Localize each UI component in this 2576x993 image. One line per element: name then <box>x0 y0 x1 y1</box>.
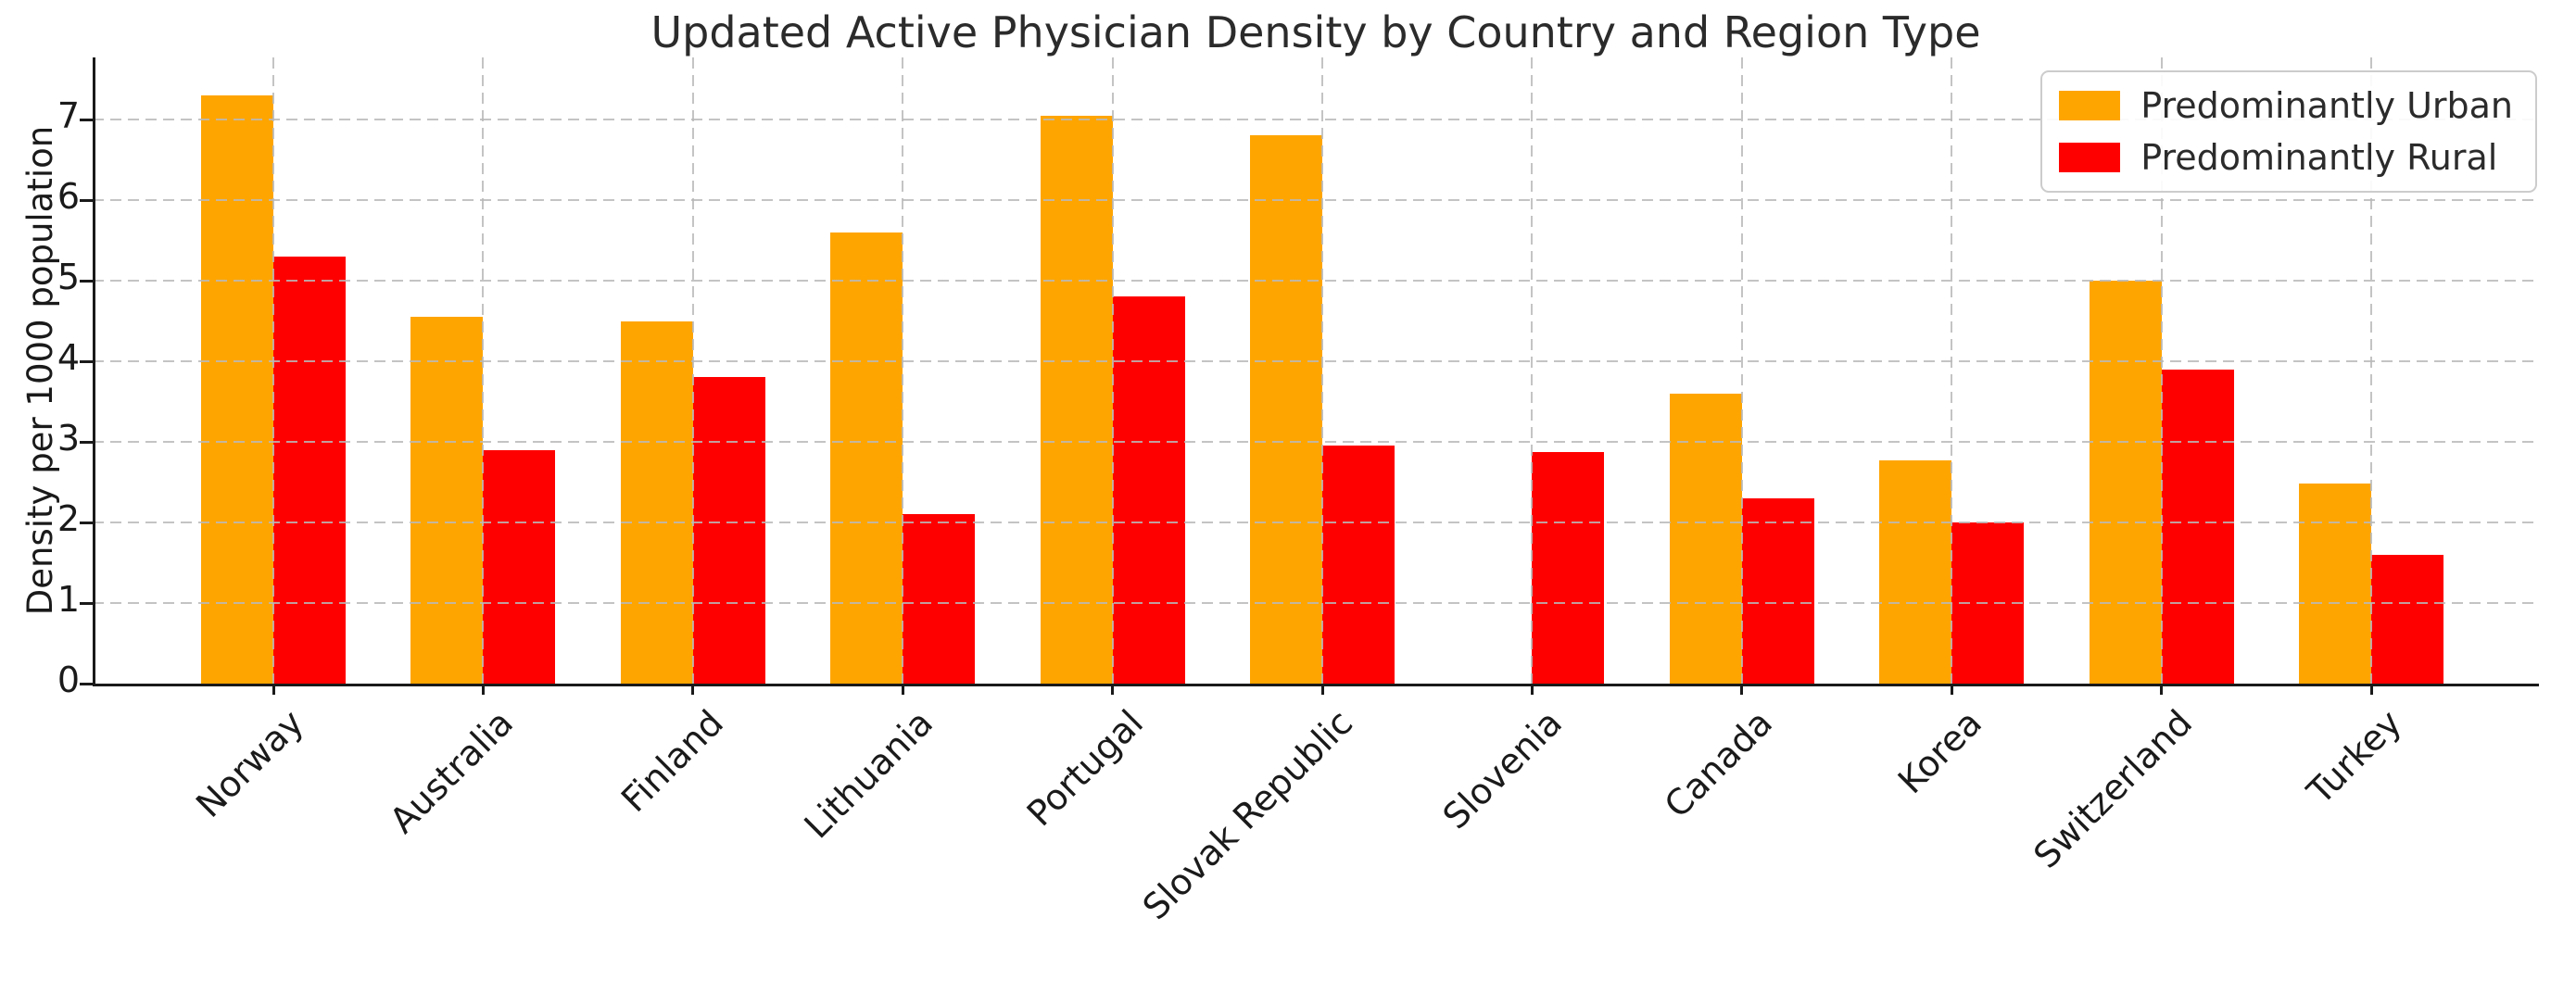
physician-density-bar-chart: Updated Active Physician Density by Coun… <box>20 7 2539 928</box>
y-tick-label-2: 2 <box>57 498 80 539</box>
y-tick-label-4: 4 <box>57 337 80 378</box>
y-tick-5 <box>80 279 93 283</box>
h-gridline-6 <box>93 199 2539 201</box>
h-gridline-7 <box>93 119 2539 120</box>
v-gridline-portugal <box>1111 57 1114 684</box>
x-tick-slovak-republic <box>1320 684 1324 695</box>
y-tick-label-0: 0 <box>57 660 80 700</box>
x-tick-switzerland <box>2160 684 2164 695</box>
h-gridline-3 <box>93 441 2539 443</box>
y-tick-6 <box>80 198 93 202</box>
x-tick-turkey <box>2369 684 2373 695</box>
x-axis-spine <box>93 684 2539 686</box>
legend-item-rural: Predominantly Rural <box>2059 137 2513 178</box>
y-tick-label-3: 3 <box>57 418 80 459</box>
h-gridline-4 <box>93 360 2539 362</box>
bar-switzerland-rural <box>2161 369 2234 684</box>
h-gridline-1 <box>93 602 2539 604</box>
bar-slovenia-rural <box>1532 452 1605 684</box>
bar-turkey-rural <box>2371 554 2443 684</box>
v-gridline-norway <box>272 57 274 684</box>
bar-canada-urban <box>1669 393 1742 684</box>
bar-switzerland-urban <box>2089 281 2162 684</box>
v-gridline-lithuania <box>902 57 904 684</box>
x-tick-norway <box>271 684 275 695</box>
y-tick-label-1: 1 <box>57 579 80 620</box>
y-tick-7 <box>80 118 93 121</box>
y-tick-label-5: 5 <box>57 257 80 297</box>
bar-slovak-republic-rural <box>1322 446 1395 684</box>
bar-portugal-rural <box>1112 296 1185 684</box>
y-tick-2 <box>80 521 93 524</box>
v-gridline-finland <box>691 57 694 684</box>
bar-australia-urban <box>410 317 484 684</box>
h-gridline-2 <box>93 522 2539 523</box>
bar-norway-rural <box>273 256 346 684</box>
y-tick-1 <box>80 601 93 605</box>
v-gridline-turkey <box>2370 57 2372 684</box>
rural-swatch-icon <box>2059 143 2121 172</box>
y-tick-label-7: 7 <box>57 95 80 136</box>
legend: Predominantly Urban Predominantly Rural <box>2040 70 2537 193</box>
chart-title: Updated Active Physician Density by Coun… <box>650 7 1981 57</box>
y-tick-0 <box>80 682 93 685</box>
bar-finland-rural <box>692 377 765 684</box>
bar-finland-urban <box>620 321 693 684</box>
x-tick-finland <box>691 684 695 695</box>
x-tick-slovenia <box>1530 684 1534 695</box>
legend-label-rural: Predominantly Rural <box>2140 137 2498 178</box>
bar-canada-rural <box>1741 497 1814 684</box>
h-gridline-5 <box>93 280 2539 282</box>
bar-slovak-republic-urban <box>1250 135 1322 684</box>
y-axis-spine <box>93 57 95 686</box>
v-gridline-slovak-republic <box>1321 57 1323 684</box>
bar-korea-urban <box>1879 460 1952 684</box>
x-tick-australia <box>481 684 485 695</box>
v-gridline-switzerland <box>2160 57 2163 684</box>
bar-lithuania-urban <box>830 232 903 684</box>
bar-lithuania-rural <box>903 514 976 684</box>
v-gridline-canada <box>1740 57 1743 684</box>
legend-item-urban: Predominantly Urban <box>2059 85 2513 126</box>
v-gridline-australia <box>482 57 485 684</box>
y-tick-4 <box>80 359 93 363</box>
v-gridline-korea <box>1951 57 1953 684</box>
x-tick-lithuania <box>901 684 904 695</box>
v-gridline-slovenia <box>1531 57 1534 684</box>
urban-swatch-icon <box>2059 91 2121 120</box>
bar-norway-urban <box>201 94 273 684</box>
x-tick-canada <box>1740 684 1744 695</box>
x-tick-portugal <box>1111 684 1115 695</box>
x-tick-korea <box>1950 684 1953 695</box>
y-tick-label-6: 6 <box>57 176 80 217</box>
bar-australia-rural <box>483 449 556 684</box>
y-tick-3 <box>80 440 93 444</box>
bar-portugal-urban <box>1040 115 1113 684</box>
legend-label-urban: Predominantly Urban <box>2140 85 2513 126</box>
bar-turkey-urban <box>2299 484 2371 684</box>
